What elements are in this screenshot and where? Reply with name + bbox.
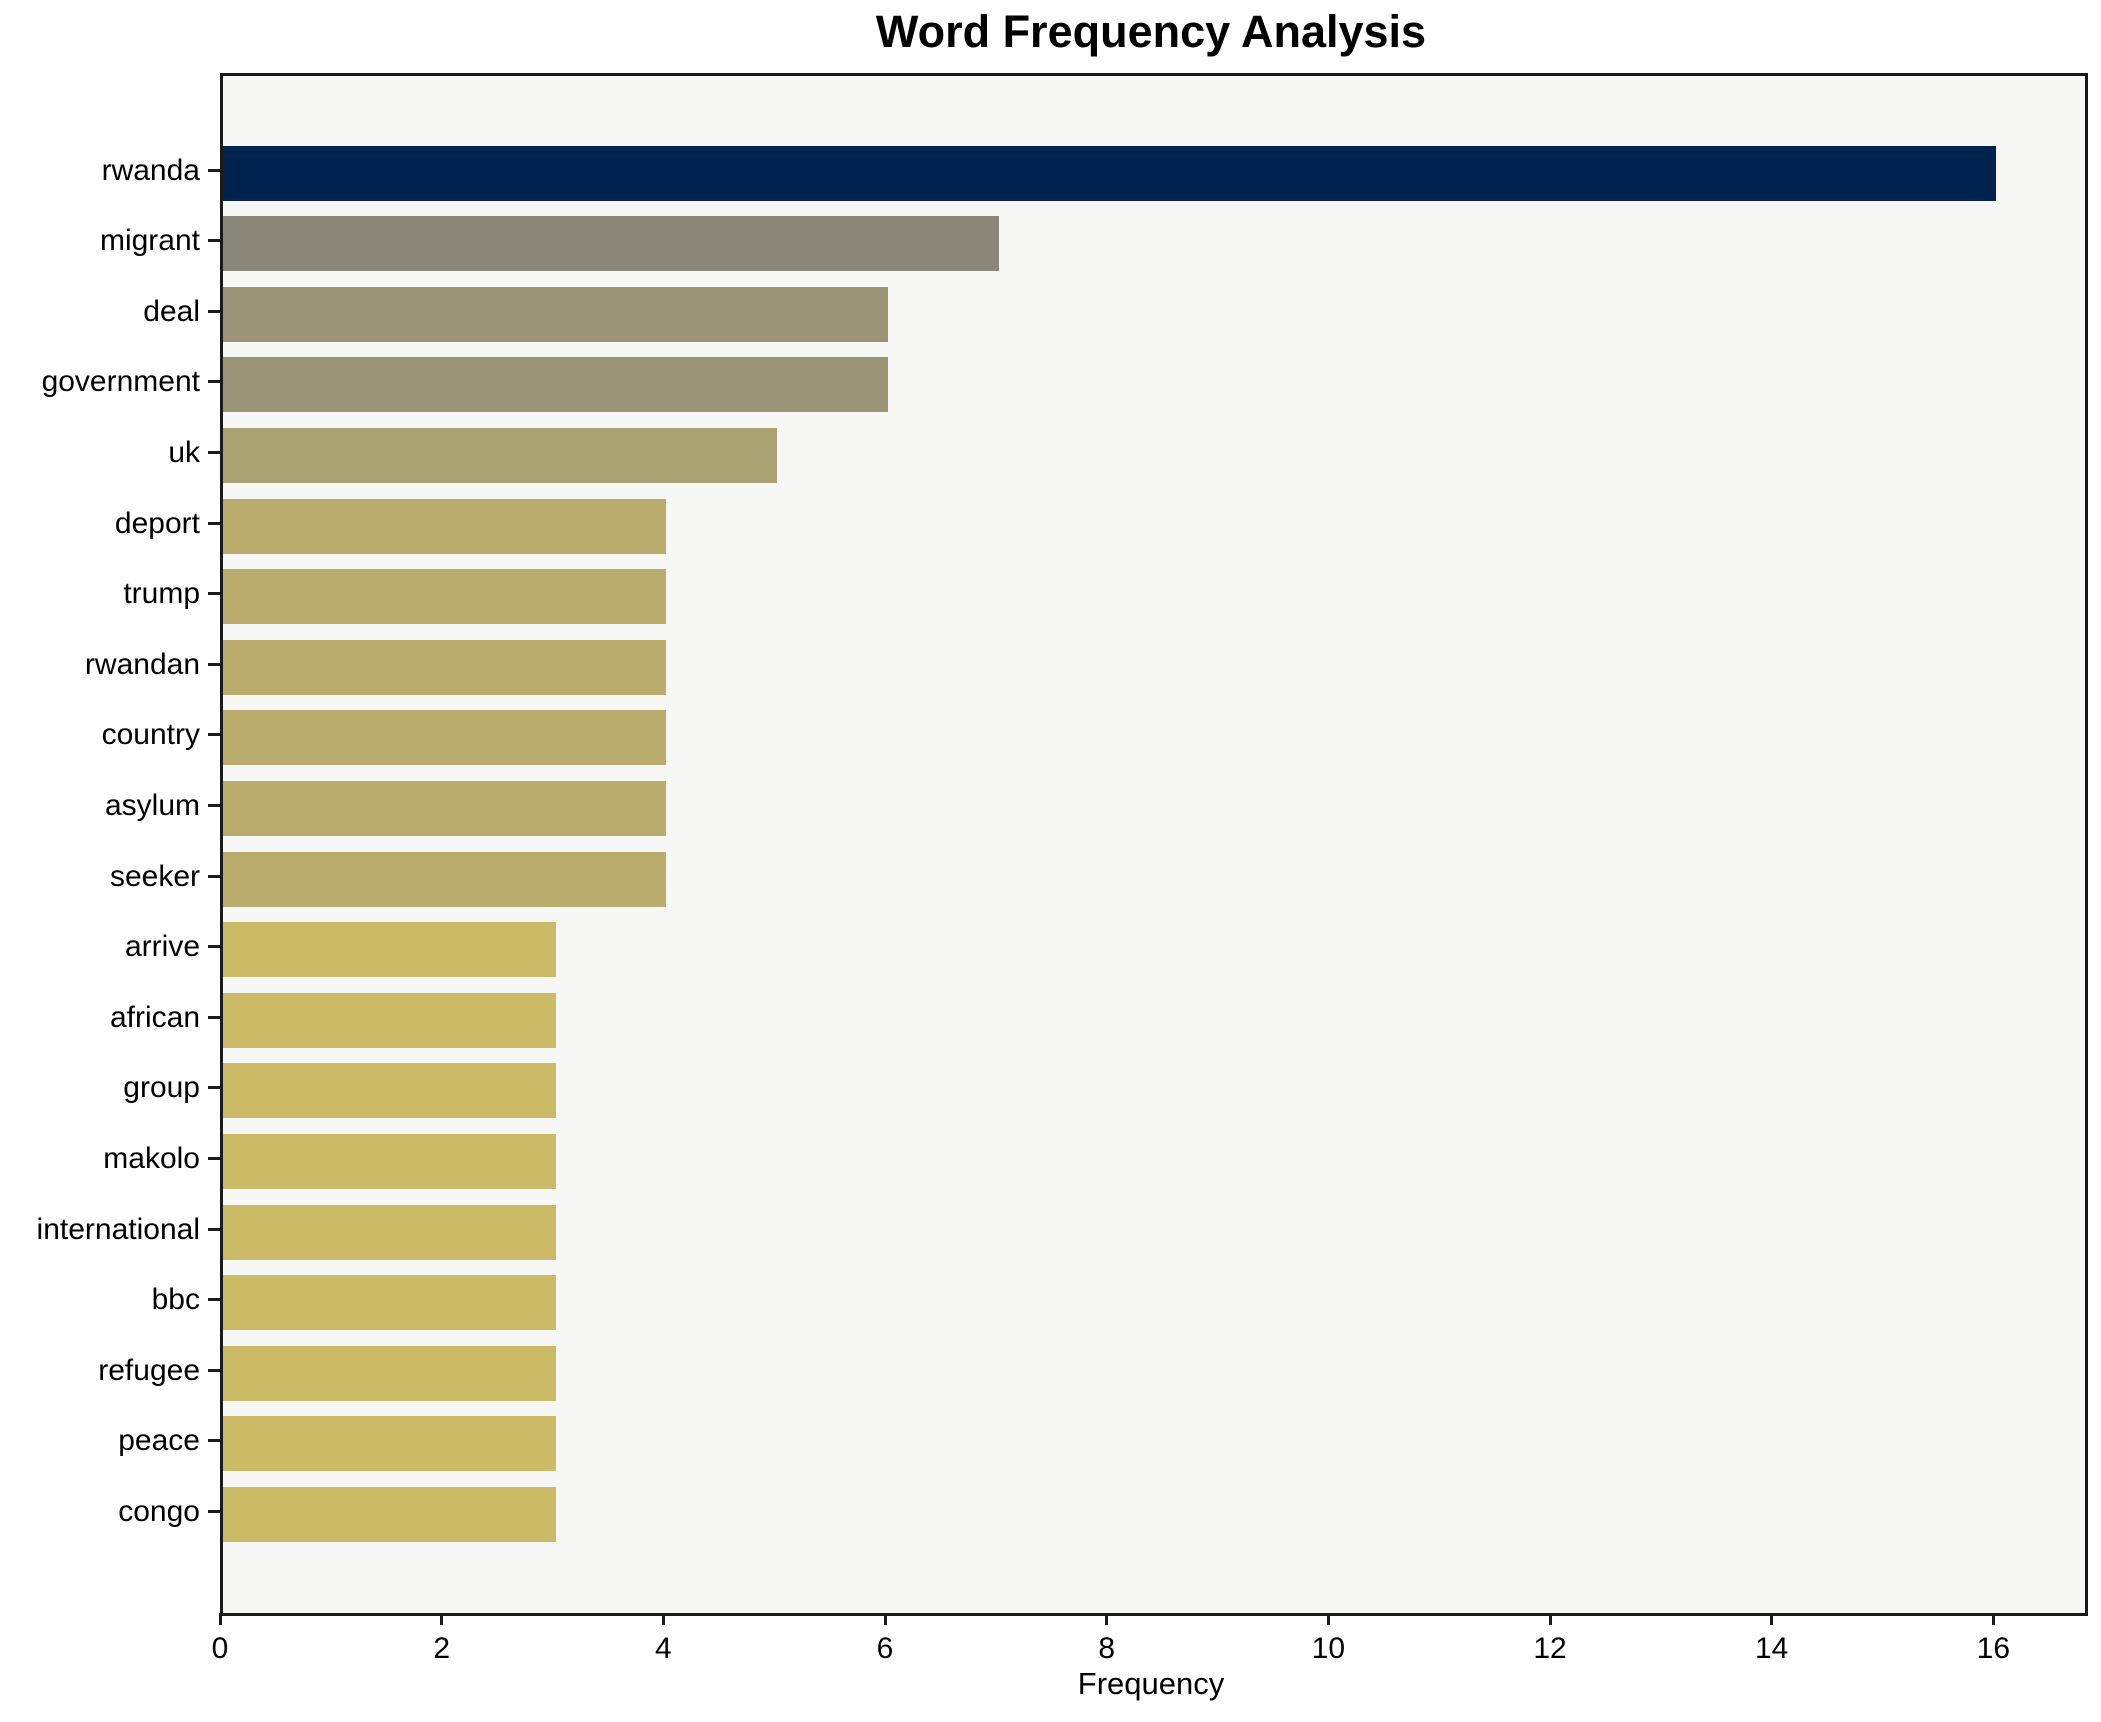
x-tick-label-12: 12 [1533, 1632, 1567, 1665]
y-tick-label-bbc: bbc [151, 1283, 200, 1317]
y-tick-label-refugee: refugee [98, 1353, 200, 1387]
y-tick-mark [208, 239, 220, 243]
y-tick-mark [208, 380, 220, 384]
x-tick-mark [1548, 1613, 1552, 1625]
bar-deport [223, 498, 667, 554]
bar-country [223, 710, 667, 766]
y-tick-label-group: group [123, 1071, 200, 1105]
plot-area [220, 73, 2088, 1616]
y-tick-label-makolo: makolo [103, 1141, 200, 1175]
y-tick-label-country: country [101, 718, 200, 752]
y-tick-label-uk: uk [168, 435, 200, 469]
x-axis-title: Frequency [1077, 1666, 1225, 1701]
y-tick-label-seeker: seeker [109, 859, 200, 893]
y-tick-label-deal: deal [143, 294, 200, 328]
y-tick-mark [208, 521, 220, 525]
y-tick-mark [208, 450, 220, 454]
bar-international [223, 1204, 556, 1260]
y-tick-mark [208, 874, 220, 878]
bar-rwandan [223, 639, 667, 695]
y-tick-mark [208, 803, 220, 807]
x-tick-mark [218, 1613, 222, 1625]
y-tick-label-trump: trump [123, 577, 200, 611]
x-tick-label-4: 4 [654, 1632, 672, 1665]
x-tick-label-14: 14 [1754, 1632, 1789, 1665]
y-tick-mark [208, 1298, 220, 1302]
bar-makolo [223, 1133, 556, 1189]
y-tick-label-rwanda: rwanda [101, 153, 200, 187]
bar-asylum [223, 780, 667, 836]
bar-group [223, 1063, 556, 1119]
x-tick-mark [1770, 1613, 1774, 1625]
x-tick-mark [1105, 1613, 1109, 1625]
bar-government [223, 357, 888, 413]
bar-rwanda [223, 145, 1997, 201]
y-tick-mark [208, 168, 220, 172]
y-tick-mark [208, 662, 220, 666]
y-tick-mark [208, 1368, 220, 1372]
bar-african [223, 992, 556, 1048]
x-tick-mark [440, 1613, 444, 1625]
x-tick-mark [1991, 1613, 1995, 1625]
x-tick-label-16: 16 [1976, 1632, 2011, 1665]
y-tick-mark [208, 733, 220, 737]
bar-bbc [223, 1275, 556, 1331]
y-tick-mark [208, 1086, 220, 1090]
y-tick-label-migrant: migrant [99, 224, 200, 258]
y-tick-mark [208, 1227, 220, 1231]
y-tick-label-rwandan: rwandan [84, 647, 200, 681]
bar-peace [223, 1416, 556, 1472]
x-tick-mark [661, 1613, 665, 1625]
y-tick-mark [208, 1509, 220, 1513]
x-tick-label-0: 0 [211, 1632, 229, 1665]
y-tick-label-government: government [41, 365, 200, 399]
y-tick-mark [208, 592, 220, 596]
y-tick-mark [208, 1015, 220, 1019]
x-tick-mark [1326, 1613, 1330, 1625]
bar-migrant [223, 216, 999, 272]
bar-deal [223, 286, 888, 342]
bar-trump [223, 569, 667, 625]
y-tick-mark [208, 945, 220, 949]
bar-uk [223, 427, 778, 483]
bar-seeker [223, 851, 667, 907]
x-tick-label-2: 2 [433, 1632, 450, 1665]
bar-arrive [223, 922, 556, 978]
bar-congo [223, 1486, 556, 1542]
y-tick-mark [208, 1156, 220, 1160]
y-tick-label-african: african [109, 1000, 200, 1034]
bar-refugee [223, 1345, 556, 1401]
chart-title: Word Frequency Analysis [875, 6, 1427, 57]
x-tick-mark [883, 1613, 887, 1625]
y-tick-label-peace: peace [118, 1424, 200, 1458]
x-tick-label-10: 10 [1311, 1632, 1346, 1665]
y-tick-label-congo: congo [118, 1494, 200, 1528]
y-tick-label-international: international [36, 1212, 200, 1246]
y-tick-mark [208, 309, 220, 313]
x-tick-label-6: 6 [876, 1632, 894, 1665]
y-tick-label-asylum: asylum [104, 788, 200, 822]
y-tick-label-deport: deport [114, 506, 200, 540]
y-tick-label-arrive: arrive [124, 930, 200, 964]
x-tick-label-8: 8 [1098, 1632, 1115, 1665]
y-tick-mark [208, 1439, 220, 1443]
